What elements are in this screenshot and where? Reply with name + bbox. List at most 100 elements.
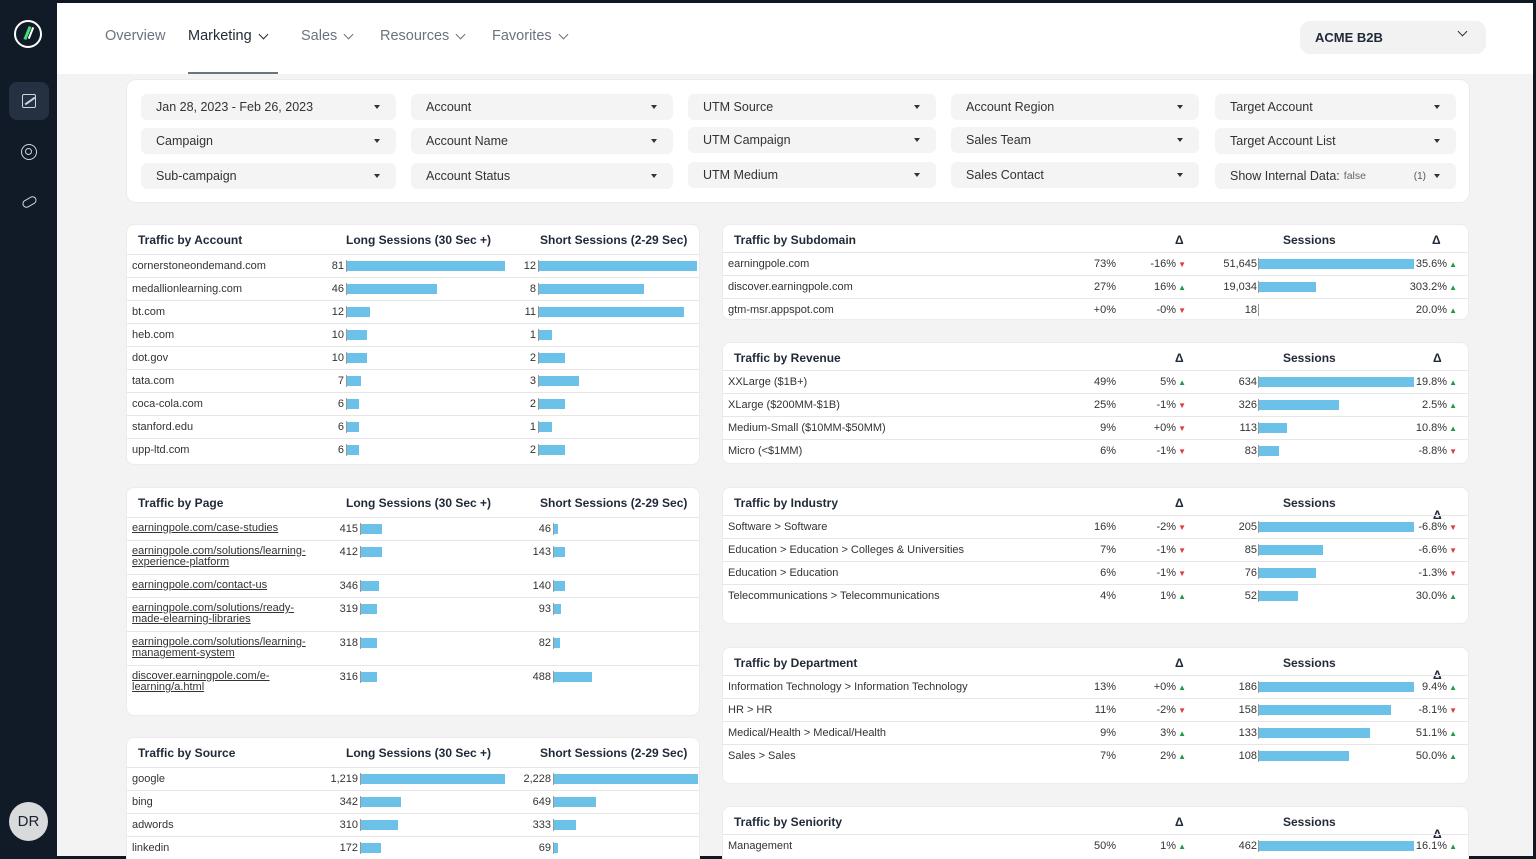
share-percent: 4% [1100, 590, 1116, 602]
row-label: tata.com [132, 375, 175, 387]
row-label: XXLarge ($1B+) [728, 376, 808, 388]
page-link[interactable]: earningpole.com/solutions/learning-manag… [132, 636, 306, 659]
traffic-by-account-card: Traffic by Account Long Sessions (30 Sec… [126, 224, 700, 465]
short-sessions-bar [539, 422, 553, 432]
table-row: earningpole.com/solutions/learning-exper… [127, 540, 699, 574]
sessions-header: Sessions [1283, 815, 1336, 829]
sessions-value: 158 [1238, 704, 1257, 716]
page-link[interactable]: earningpole.com/case-studies [132, 522, 279, 534]
traffic-by-page-card: Traffic by Page Long Sessions (30 Sec +)… [126, 487, 700, 716]
column-header-long: Long Sessions (30 Sec +) [346, 233, 492, 247]
axis-tick [553, 773, 554, 785]
chart-icon [22, 94, 36, 108]
delta-header: Δ [1432, 233, 1441, 247]
delta-sessions: 2.5% ▲ [1393, 399, 1457, 412]
arrow-up-icon: ▲ [1178, 729, 1186, 738]
share-percent: 7% [1100, 544, 1116, 556]
arrow-down-icon: ▼ [1449, 523, 1457, 532]
delta-value: -8.1% [1418, 704, 1448, 716]
delta-sessions: 30.0% ▲ [1393, 590, 1457, 603]
card-title: Traffic by Revenue [734, 351, 841, 365]
sidebar-item-links[interactable] [9, 183, 49, 221]
filter-sales-team[interactable]: Sales Team [951, 127, 1199, 153]
row-label: bt.com [132, 306, 166, 318]
delta-value: 50.0% [1415, 750, 1448, 762]
page-link[interactable]: discover.earningpole.com/e-learning/a.ht… [132, 670, 270, 693]
filter-account-name[interactable]: Account Name [411, 128, 673, 154]
sidebar-item-analytics[interactable] [9, 82, 49, 120]
axis-tick [346, 329, 347, 341]
filter-target-account-list[interactable]: Target Account List [1215, 128, 1456, 154]
sidebar-item-targets[interactable] [9, 133, 49, 171]
page-link[interactable]: earningpole.com/solutions/learning-exper… [132, 545, 306, 568]
table-row: gtm-msr.appspot.com +0% -0% ▼ 18 20.0% ▲ [723, 298, 1468, 319]
logo-icon[interactable] [14, 20, 42, 48]
row-label: heb.com [132, 329, 175, 341]
sessions-bar [1259, 728, 1370, 738]
filter-account-status[interactable]: Account Status [411, 163, 673, 189]
row-label: dot.gov [132, 352, 169, 364]
card-title: Traffic by Subdomain [734, 233, 857, 247]
delta-share: +0% ▼ [1128, 422, 1186, 435]
filter-label: UTM Campaign [703, 133, 791, 147]
axis-tick [346, 306, 347, 318]
filter-utm-source[interactable]: UTM Source [688, 94, 936, 120]
table-row: linkedin 172 69 [127, 836, 699, 859]
filter-date-range[interactable]: Jan 28, 2023 - Feb 26, 2023 [141, 94, 396, 120]
row-label: Telecommunications > Telecommunications [728, 590, 940, 602]
filter-campaign[interactable]: Campaign [141, 128, 396, 154]
sessions-bar [1259, 446, 1280, 456]
row-label: linkedin [132, 842, 170, 854]
avatar[interactable]: DR [9, 802, 48, 841]
filter-label: UTM Medium [703, 168, 779, 182]
arrow-down-icon: ▼ [1178, 569, 1186, 578]
share-percent: 49% [1093, 376, 1116, 388]
page-link[interactable]: earningpole.com/solutions/ready-made-ele… [132, 602, 295, 625]
delta-value: -2% [1156, 704, 1177, 716]
delta-share: 1% ▲ [1128, 840, 1186, 853]
nav-resources[interactable]: Resources [380, 28, 466, 44]
delta-value: -1% [1156, 399, 1177, 411]
filter-show-internal-data[interactable]: Show Internal Data: false (1) [1215, 163, 1456, 189]
nav-marketing[interactable]: Marketing [188, 28, 269, 44]
account-selector[interactable]: ACME B2B [1300, 21, 1486, 54]
delta-value: -1.3% [1418, 567, 1448, 579]
nav-favorites[interactable]: Favorites [492, 28, 569, 44]
filter-label: Account Status [426, 169, 511, 183]
delta-value: -8.8% [1418, 445, 1448, 457]
nav-overview[interactable]: Overview [105, 28, 165, 44]
share-percent: 11% [1094, 704, 1116, 716]
filter-target-account[interactable]: Target Account [1215, 94, 1456, 120]
axis-tick [538, 306, 539, 318]
filter-panel: Jan 28, 2023 - Feb 26, 2023 Account UTM … [126, 79, 1470, 203]
sessions-bar [1259, 545, 1324, 555]
delta-header: Δ [1433, 351, 1442, 365]
nav-sales[interactable]: Sales [301, 28, 354, 44]
long-sessions-value: 12 [331, 306, 344, 318]
filter-value: false [1343, 170, 1366, 182]
arrow-up-icon: ▲ [1449, 424, 1457, 433]
long-sessions-bar [361, 604, 378, 614]
filter-label: Campaign [156, 134, 213, 148]
caret-down-icon [1177, 105, 1183, 109]
filter-utm-campaign[interactable]: UTM Campaign [688, 127, 936, 153]
traffic-by-seniority-card: Traffic by Seniority Δ Sessions Δ Manage… [722, 806, 1469, 859]
filter-sales-contact[interactable]: Sales Contact [951, 162, 1199, 188]
link-icon [20, 194, 38, 210]
filter-label: UTM Source [703, 100, 774, 114]
axis-tick [538, 283, 539, 295]
filter-sub-campaign[interactable]: Sub-campaign [141, 163, 396, 189]
top-navigation: Overview Marketing Sales Resources Favor… [57, 3, 1533, 74]
filter-utm-medium[interactable]: UTM Medium [688, 162, 936, 188]
row-label: google [132, 773, 166, 785]
axis-tick [346, 352, 347, 364]
row-label: coca-cola.com [132, 398, 203, 410]
column-header-short: Short Sessions (2-29 Sec) [540, 233, 688, 247]
axis-tick [1258, 521, 1259, 533]
axis-tick [346, 444, 347, 456]
filter-account-region[interactable]: Account Region [951, 94, 1199, 120]
axis-tick [1258, 750, 1259, 762]
page-link[interactable]: earningpole.com/contact-us [132, 579, 268, 591]
short-sessions-value: 82 [538, 637, 551, 649]
filter-account[interactable]: Account [411, 94, 673, 120]
